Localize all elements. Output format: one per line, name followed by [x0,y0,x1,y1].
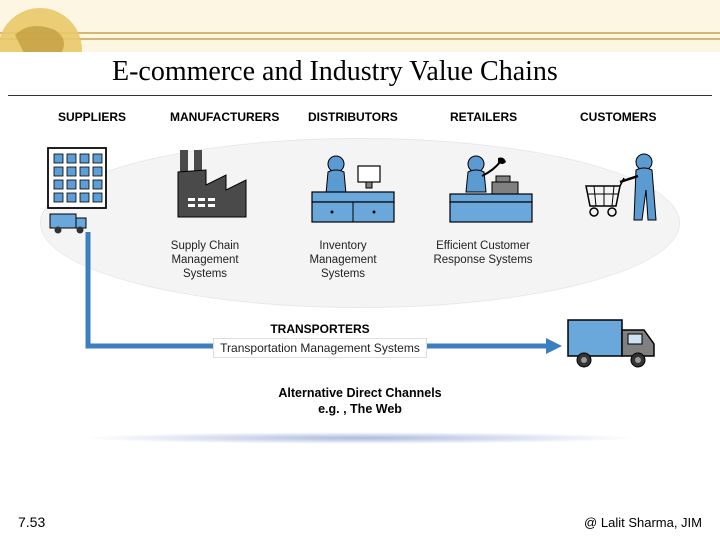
title-underline [8,95,712,96]
alt-channel-line2: e.g. , The Web [318,402,402,416]
truck-icon [564,314,664,376]
alt-channel-label: Alternative Direct Channels e.g. , The W… [250,385,470,418]
shadow-bar [80,432,640,444]
transporters-sub: Transportation Management Systems [213,338,427,358]
footer-page-number: 7.53 [18,514,45,530]
alt-channel-line1: Alternative Direct Channels [278,386,441,400]
transporters-block: TRANSPORTERS Transportation Management S… [170,322,470,358]
page-title: E-commerce and Industry Value Chains [112,56,558,88]
transporters-header: TRANSPORTERS [170,322,470,336]
value-chain-diagram: SUPPLIERS MANUFACTURERS DISTRIBUTORS RET… [40,110,680,480]
footer-attribution: @ Lalit Sharma, JIM [584,515,702,530]
